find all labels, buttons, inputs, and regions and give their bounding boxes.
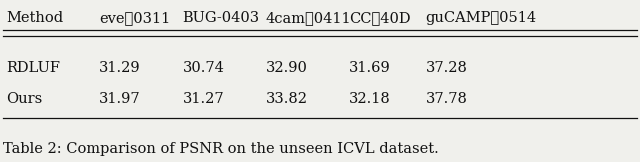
Text: Method: Method [6,11,63,25]
Text: 31.97: 31.97 [99,92,141,105]
Text: 30.74: 30.74 [182,61,224,75]
Text: 33.82: 33.82 [266,92,308,105]
Text: 31.69: 31.69 [349,61,390,75]
Text: BUG-0403: BUG-0403 [182,11,260,25]
Text: 4cam⃗0411: 4cam⃗0411 [266,11,351,25]
Text: Ours: Ours [6,92,43,105]
Text: 31.27: 31.27 [182,92,224,105]
Text: 37.28: 37.28 [426,61,467,75]
Text: RDLUF: RDLUF [6,61,60,75]
Text: 32.18: 32.18 [349,92,390,105]
Text: 31.29: 31.29 [99,61,141,75]
Text: eve⃗0311: eve⃗0311 [99,11,170,25]
Text: CC⃗40D: CC⃗40D [349,11,410,25]
Text: Table 2: Comparison of PSNR on the unseen ICVL dataset.: Table 2: Comparison of PSNR on the unsee… [3,142,439,156]
Text: guCAMP⃗0514: guCAMP⃗0514 [426,11,537,25]
Text: 37.78: 37.78 [426,92,467,105]
Text: 32.90: 32.90 [266,61,307,75]
